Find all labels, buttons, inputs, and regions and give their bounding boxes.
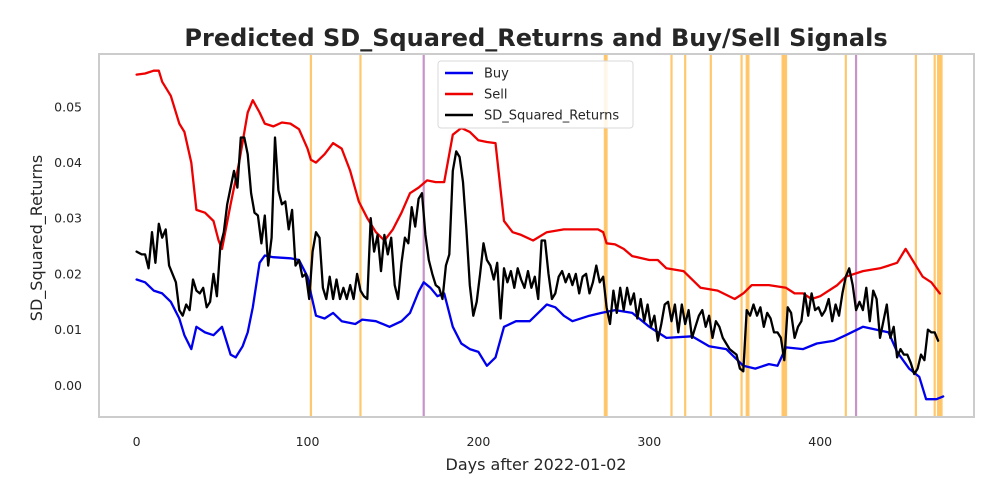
legend: Buy Sell SD_Squared_Returns bbox=[437, 60, 634, 129]
legend-box bbox=[437, 60, 634, 129]
y-axis-label: SD_Squared_Returns bbox=[27, 155, 47, 321]
y-tick-label: 0.01 bbox=[54, 322, 82, 337]
series-line-sd-squared-returns bbox=[135, 136, 940, 376]
y-tick-label: 0.05 bbox=[54, 99, 82, 114]
y-tick-label: 0.00 bbox=[54, 378, 82, 393]
legend-items: Buy Sell SD_Squared_Returns bbox=[445, 67, 619, 124]
signal-lines bbox=[309, 55, 943, 416]
legend-label: Sell bbox=[484, 88, 507, 103]
legend-label: SD_Squared_Returns bbox=[484, 109, 619, 124]
x-tick-label: 300 bbox=[637, 434, 661, 449]
chart-title: Predicted SD_Squared_Returns and Buy/Sel… bbox=[184, 24, 887, 52]
y-axis-ticks: 0.00 0.01 0.02 0.03 0.04 0.05 bbox=[54, 99, 82, 392]
x-tick-label: 200 bbox=[466, 434, 490, 449]
y-tick-label: 0.04 bbox=[54, 155, 82, 170]
series-line-buy bbox=[135, 254, 945, 401]
legend-label: Buy bbox=[484, 67, 509, 82]
x-axis-label: Days after 2022-01-02 bbox=[446, 455, 627, 474]
x-tick-label: 0 bbox=[133, 434, 141, 449]
y-tick-label: 0.03 bbox=[54, 211, 82, 226]
plot-area bbox=[98, 53, 975, 418]
x-tick-label: 100 bbox=[296, 434, 320, 449]
x-tick-label: 400 bbox=[808, 434, 832, 449]
plot-frame bbox=[98, 53, 975, 418]
y-tick-label: 0.02 bbox=[54, 266, 82, 281]
x-axis-ticks: 0 100 200 300 400 bbox=[133, 434, 833, 449]
